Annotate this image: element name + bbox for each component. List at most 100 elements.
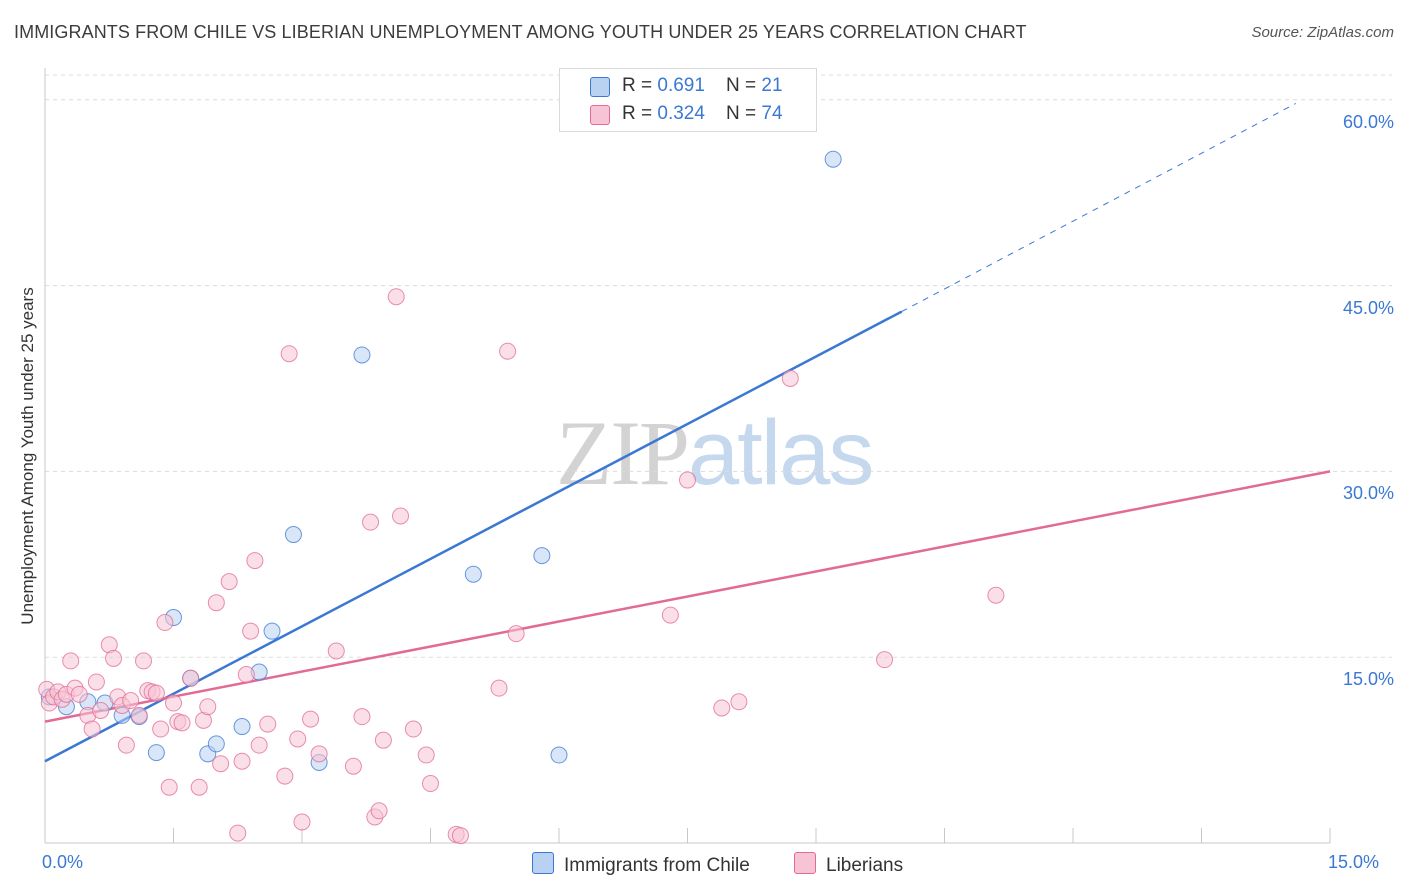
chile-point-6	[147, 744, 165, 762]
chile-point-16	[353, 346, 371, 364]
liberian-point-44	[276, 767, 294, 785]
liberian-point-10	[83, 720, 101, 738]
liberian-point-27	[165, 694, 182, 712]
grid-lines	[45, 74, 1392, 658]
liberian-point-68	[679, 471, 696, 489]
trend-lines	[44, 103, 1331, 763]
bottom-legend-liberian: Liberians	[794, 852, 903, 877]
liberian-point-49	[310, 745, 328, 763]
legend-liberian-n-value: 74	[761, 103, 783, 124]
chile-point-17	[464, 565, 482, 583]
y-tick-label-3: 60.0%	[1342, 111, 1394, 132]
liberian-point-42	[250, 736, 268, 754]
liberian-point-33	[199, 698, 217, 716]
liberian-point-6	[62, 652, 80, 670]
liberian-point-71	[781, 369, 799, 387]
chile-point-10	[207, 735, 225, 753]
liberian-point-8	[70, 685, 88, 703]
liberian-point-18	[122, 692, 140, 710]
legend-liberian-swatch	[590, 105, 610, 125]
liberian-point-66	[507, 625, 525, 643]
liberian-point-61	[422, 775, 439, 793]
bottom-legend-chile: Immigrants from Chile	[532, 852, 750, 877]
y-tick-label-1: 30.0%	[1342, 483, 1394, 504]
liberian-point-37	[229, 824, 247, 842]
liberian-point-57	[387, 288, 405, 306]
chile-point-14	[284, 526, 302, 544]
liberian-point-51	[344, 757, 362, 775]
legend-chile-n-value: 21	[761, 75, 783, 96]
data-points	[38, 150, 1005, 845]
liberian-point-53	[362, 513, 380, 531]
x-tick-max: 15.0%	[1328, 852, 1380, 872]
liberian-point-11	[87, 673, 105, 691]
liberian-point-29	[173, 714, 191, 732]
liberian-point-38	[233, 752, 251, 770]
liberian-point-65	[499, 342, 517, 360]
liberian-point-43	[259, 715, 277, 733]
liberian-point-41	[246, 552, 264, 570]
liberian-point-45	[280, 345, 298, 363]
liberian-point-48	[302, 710, 320, 728]
liberian-point-35	[212, 755, 230, 773]
chile-trend-line	[44, 310, 903, 763]
legend-liberian-r-value: 0.324	[657, 103, 705, 124]
correlation-legend: R = 0.691 N = 21 R = 0.324 N = 74	[559, 68, 817, 132]
legend-chile-n-label: N =	[726, 75, 762, 96]
liberian-point-70	[730, 693, 748, 711]
liberian-point-39	[237, 666, 255, 684]
watermark: ZIPatlas	[556, 400, 874, 506]
legend-chile-swatch	[590, 77, 610, 97]
bottom-legend-chile-label: Immigrants from Chile	[564, 855, 750, 876]
liberian-point-30	[182, 669, 200, 687]
chile-point-20	[824, 150, 842, 168]
liberian-point-40	[242, 622, 260, 640]
liberian-point-19	[130, 706, 148, 724]
legend-liberian-n-label: N =	[726, 103, 762, 124]
y-tick-label-0: 15.0%	[1342, 669, 1394, 690]
liberian-point-55	[370, 802, 388, 820]
liberian-point-67	[661, 606, 679, 624]
liberian-point-46	[289, 730, 307, 748]
y-tick-label-2: 45.0%	[1342, 297, 1394, 318]
liberian-point-36	[220, 573, 238, 591]
chart-title: IMMIGRANTS FROM CHILE VS LIBERIAN UNEMPL…	[14, 22, 1027, 42]
liberian-point-12	[92, 701, 110, 719]
liberian-point-26	[160, 778, 178, 796]
chile-point-19	[550, 746, 568, 764]
liberian-point-25	[156, 614, 174, 632]
bottom-legend-liberian-label: Liberians	[826, 855, 904, 876]
chile-point-11	[233, 718, 251, 736]
liberian-point-24	[152, 720, 170, 738]
axes	[44, 68, 1331, 844]
watermark-atlas: atlas	[688, 402, 874, 504]
chile-point-13	[263, 622, 281, 640]
liberian-point-60	[417, 746, 435, 764]
chile-trend-extension	[901, 103, 1296, 313]
liberian-point-73	[987, 586, 1005, 604]
liberian-point-56	[374, 731, 392, 749]
liberian-point-58	[392, 507, 410, 525]
liberian-point-34	[207, 594, 225, 612]
x-tick-min: 0.0%	[42, 852, 84, 872]
liberian-trend-line	[44, 470, 1331, 723]
liberian-point-52	[353, 708, 371, 726]
liberian-point-72	[876, 651, 894, 669]
legend-liberian-row: R = 0.324 N = 74	[622, 103, 783, 125]
liberian-point-69	[713, 699, 731, 717]
liberian-point-20	[135, 652, 153, 670]
bottom-legend-liberian-swatch	[794, 852, 816, 874]
liberian-point-50	[327, 642, 345, 660]
bottom-legend-chile-swatch	[532, 852, 554, 874]
legend-liberian-r-label: R =	[622, 103, 658, 124]
watermark-zip: ZIP	[556, 402, 690, 504]
legend-chile-row: R = 0.691 N = 21	[622, 75, 783, 97]
liberian-point-59	[404, 720, 422, 738]
chile-point-18	[533, 547, 551, 565]
liberian-point-23	[147, 684, 165, 702]
liberian-point-64	[490, 679, 508, 697]
liberian-point-47	[293, 813, 311, 831]
liberian-point-31	[190, 778, 208, 796]
liberian-point-14	[105, 649, 123, 667]
